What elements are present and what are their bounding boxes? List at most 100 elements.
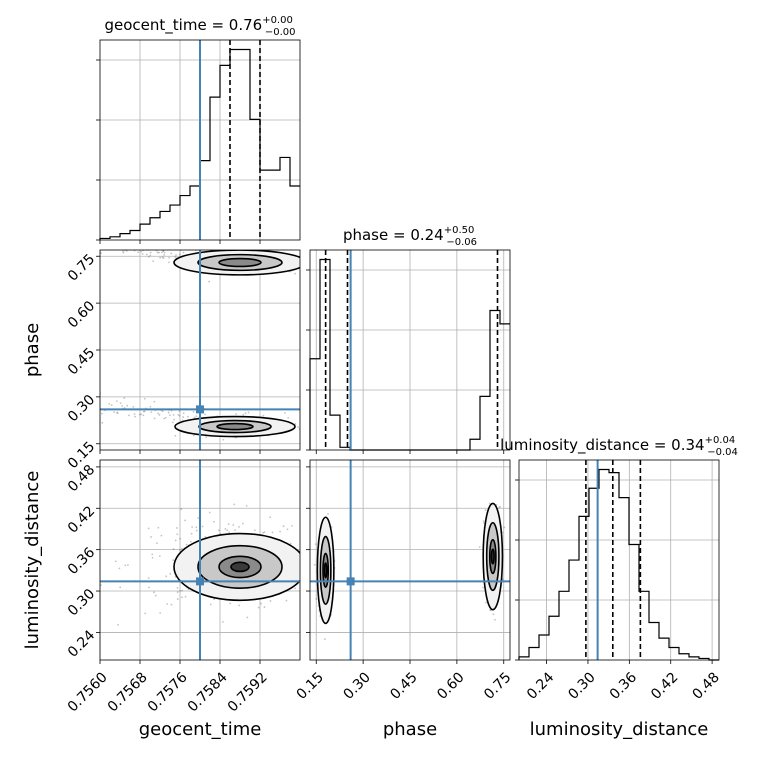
scatter-point (149, 254, 151, 256)
scatter-point (168, 412, 170, 414)
scatter-point (287, 528, 289, 530)
scatter-point (179, 410, 181, 412)
scatter-point (144, 410, 146, 412)
scatter-point (156, 542, 158, 544)
scatter-point (176, 527, 178, 529)
scatter-point (153, 591, 155, 593)
scatter-point (128, 248, 130, 250)
scatter-point (208, 281, 210, 283)
scatter-point (172, 421, 174, 423)
scatter-point (168, 257, 170, 259)
scatter-point (177, 414, 179, 416)
scatter-point (128, 414, 130, 416)
scatter-point (148, 577, 150, 579)
scatter-point (144, 244, 146, 246)
x-axis-label: luminosity_distance (530, 719, 709, 740)
scatter-point (191, 526, 193, 528)
y-tick-label: 0.30 (65, 586, 98, 619)
scatter-point (179, 590, 181, 592)
scatter-point (242, 523, 244, 525)
scatter-point (117, 624, 119, 626)
scatter-point (175, 247, 177, 249)
scatter-point (242, 414, 244, 416)
panel-content (310, 460, 510, 660)
x-tick-label: 0.45 (387, 669, 420, 702)
scatter-point (165, 575, 167, 577)
scatter-point (184, 520, 186, 522)
scatter-point (209, 512, 211, 514)
scatter-point (116, 400, 118, 402)
scatter-point (152, 245, 154, 247)
scatter-point (310, 514, 312, 516)
scatter-point (204, 414, 206, 416)
x-tick-label: 0.30 (565, 669, 598, 702)
scatter-point (263, 415, 265, 417)
y-tick-label: 0.24 (65, 627, 98, 660)
hist-panel-phase (306, 250, 510, 454)
scatter-point (210, 604, 212, 606)
scatter-point (324, 638, 326, 640)
scatter-point (232, 524, 234, 526)
scatter-point (238, 605, 240, 607)
scatter-point (162, 256, 164, 258)
scatter-point (226, 529, 228, 531)
scatter-point (287, 417, 289, 419)
x-tick-label: 0.36 (607, 669, 640, 702)
scatter-point (180, 508, 182, 510)
y-tick-label: 0.60 (65, 298, 98, 331)
y-axis-label: phase (22, 323, 43, 377)
y-tick-label: 0.36 (65, 545, 98, 578)
scatter-point (279, 531, 281, 533)
x-tick-label: 0.7568 (105, 669, 151, 715)
scatter-point (143, 246, 145, 248)
scatter-point (177, 587, 179, 589)
scatter-point (150, 536, 152, 538)
scatter-point (291, 525, 293, 527)
scatter-point (171, 604, 173, 606)
scatter-point (146, 254, 148, 256)
scatter-point (155, 595, 157, 597)
scatter-point (152, 260, 154, 262)
panel-title: luminosity_distance = 0.34+0.04 −0.04 (500, 435, 738, 458)
scatter-point (134, 416, 136, 418)
scatter-point (115, 248, 117, 250)
scatter-point (494, 619, 496, 621)
x-tick-label: 0.42 (648, 669, 681, 702)
scatter-panel-geocent_time-phase (96, 238, 324, 454)
scatter-point (107, 246, 109, 248)
scatter-point (159, 612, 161, 614)
scatter-point (258, 607, 260, 609)
title-text: geocent_time = 0.76 (105, 16, 263, 35)
scatter-point (124, 564, 126, 566)
scatter-point (144, 398, 146, 400)
x-tick-label: 0.48 (689, 669, 722, 702)
scatter-point (100, 247, 102, 249)
scatter-point (245, 412, 247, 414)
scatter-point (101, 247, 103, 249)
y-axis-label: luminosity_distance (22, 471, 43, 650)
scatter-point (270, 600, 272, 602)
title-upper-error: +0.00 (262, 15, 293, 26)
scatter-point (184, 246, 186, 248)
scatter-point (105, 244, 107, 246)
scatter-point (142, 415, 144, 417)
scatter-point (105, 248, 107, 250)
scatter-point (181, 590, 183, 592)
scatter-point (269, 516, 271, 518)
scatter-point (173, 548, 175, 550)
scatter-point (101, 422, 103, 424)
scatter-point (159, 414, 161, 416)
scatter-point (222, 621, 224, 623)
scatter-point (116, 246, 118, 248)
scatter-point (165, 417, 167, 419)
scatter-point (153, 401, 155, 403)
y-tick-label: 0.42 (65, 503, 98, 536)
scatter-point (290, 543, 292, 545)
scatter-point (187, 416, 189, 418)
scatter-point (108, 403, 110, 405)
scatter-point (228, 523, 230, 525)
scatter-point (190, 541, 192, 543)
scatter-point (182, 416, 184, 418)
scatter-point (151, 411, 153, 413)
scatter-point (111, 241, 113, 243)
